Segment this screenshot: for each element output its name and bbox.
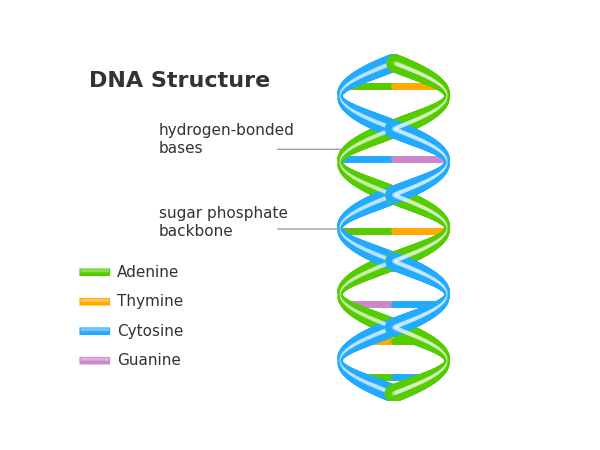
Text: Cytosine: Cytosine — [117, 324, 183, 339]
Text: Adenine: Adenine — [117, 265, 179, 280]
FancyBboxPatch shape — [80, 269, 109, 272]
Text: DNA Structure: DNA Structure — [89, 71, 270, 91]
Text: Thymine: Thymine — [117, 294, 183, 309]
FancyBboxPatch shape — [79, 356, 111, 365]
FancyBboxPatch shape — [80, 328, 109, 331]
FancyBboxPatch shape — [79, 297, 111, 306]
FancyBboxPatch shape — [79, 327, 111, 336]
Text: hydrogen-bonded
bases: hydrogen-bonded bases — [158, 123, 295, 156]
FancyBboxPatch shape — [80, 358, 109, 360]
FancyBboxPatch shape — [80, 299, 109, 302]
FancyBboxPatch shape — [79, 268, 111, 277]
Text: sugar phosphate
backbone: sugar phosphate backbone — [158, 207, 288, 239]
Text: Guanine: Guanine — [117, 353, 181, 368]
